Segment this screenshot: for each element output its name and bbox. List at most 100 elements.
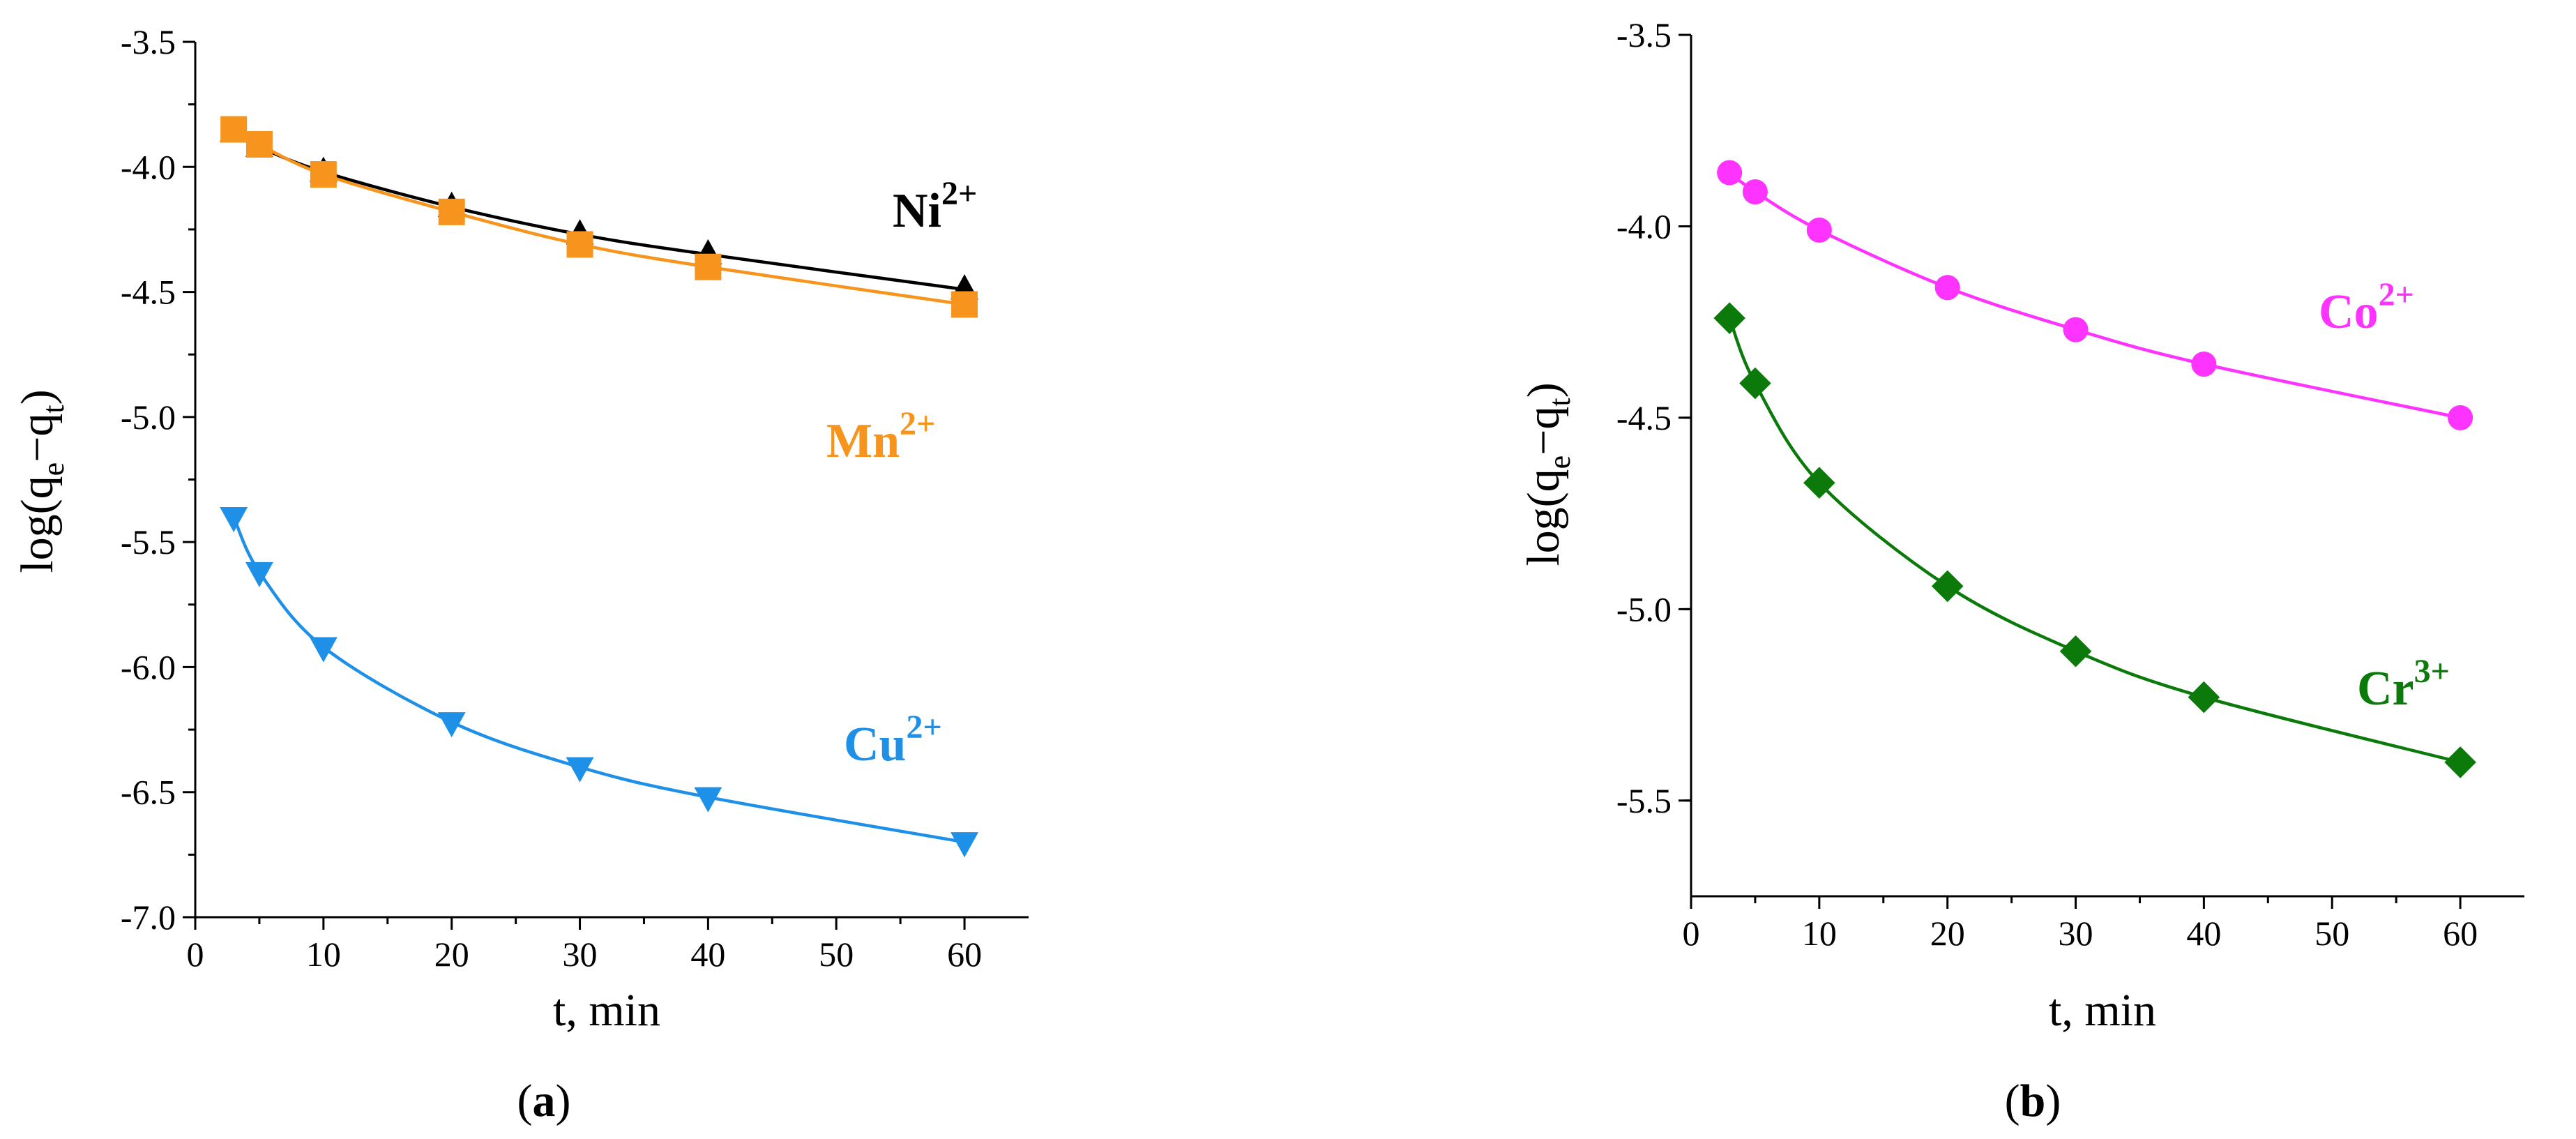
panel-a-x-tick-label: 10 (306, 935, 341, 974)
panel-b-letter: b (2020, 1076, 2046, 1126)
panel-b-y-title-part: −q (1518, 407, 1569, 455)
series-label-cu-text: Cu (844, 718, 906, 771)
panel-a-ticks: 0 10 20 30 40 50 60 -3.5 -4.0 -4.5 -5.0 -5.5 -6.0 -6.… (121, 22, 982, 974)
data-point-co (1717, 160, 1743, 186)
data-point-cu (309, 637, 338, 663)
panel-b-x-tick-label: 40 (2186, 914, 2221, 953)
data-point-mn (245, 131, 273, 158)
panel-a-y-axis-title: log(qe−qt) (12, 389, 70, 573)
panel-b-x-axis-title: t, min (2049, 985, 2156, 1036)
data-point-cu (950, 832, 979, 858)
series-label-co: Co2+ (2319, 276, 2414, 339)
panel-a-x-axis-title: t, min (553, 985, 660, 1036)
data-point-co (1742, 179, 1768, 205)
series-line-cr (1728, 317, 2461, 764)
panel-a-letter: a (533, 1076, 556, 1126)
data-point-cu (437, 712, 466, 738)
data-point-cu (566, 757, 594, 783)
series-line-cu (232, 516, 965, 844)
panel-a-y-tick-label: -6.0 (121, 647, 176, 686)
data-point-co (2448, 405, 2473, 430)
data-point-cr (2059, 635, 2092, 667)
series-label-cr-text: Cr (2357, 662, 2414, 716)
panel-b-x-tick-label: 0 (1683, 914, 1700, 953)
panel-a-x-tick-label: 0 (187, 935, 204, 974)
chart-panel-b: 0 10 20 30 40 50 60 -3.5 -4.0 -4.5 -5.0 -5.5 t, min… (1518, 15, 2524, 1126)
data-point-cu (694, 787, 722, 813)
data-point-cr (2444, 746, 2476, 778)
panel-b-x-tick-label: 10 (1802, 914, 1837, 953)
panel-b-x-tick-label: 60 (2443, 914, 2478, 953)
panel-a-label: (a) (517, 1076, 571, 1126)
series-label-mn: Mn2+ (826, 405, 935, 468)
series-line-mn (233, 128, 965, 306)
data-point-mn (951, 291, 978, 318)
panel-a-y-tick-label: -3.5 (121, 22, 176, 61)
panel-b-y-axis-title: log(qe−qt) (1518, 382, 1577, 566)
panel-a-x-tick-label: 40 (690, 935, 725, 974)
data-point-mn (310, 161, 337, 188)
panel-a-y-title-part: −q (12, 414, 63, 462)
series-label-cr-charge: 3+ (2414, 653, 2450, 690)
panel-b-y-tick-label: -5.0 (1616, 589, 1672, 628)
data-point-cr (2188, 681, 2220, 714)
panel-b-y-tick-label: -4.0 (1616, 206, 1672, 246)
panel-b-x-tick-label: 20 (1930, 914, 1965, 953)
panel-b-y-tick-label: -3.5 (1616, 15, 1672, 54)
series-label-ni-charge: 2+ (941, 175, 977, 212)
panel-a-y-title-sub: t (36, 405, 70, 413)
data-point-cu (220, 507, 248, 533)
panel-b-x-tick-label: 50 (2314, 914, 2349, 953)
panel-b-y-tick-label: -5.5 (1616, 781, 1672, 820)
panel-a-y-tick-label: -5.5 (121, 522, 176, 561)
panel-b-axes (1690, 35, 2524, 898)
panel-b-y-title-part: log(q (1518, 469, 1569, 566)
panel-a-y-title-part: ) (12, 389, 63, 405)
data-point-co (1806, 217, 1832, 243)
panel-a-y-title-sub: e (36, 462, 70, 476)
series-label-mn-charge: 2+ (900, 405, 935, 442)
data-point-mn (566, 231, 593, 258)
data-point-mn (438, 198, 465, 225)
panel-a-y-tick-label: -5.0 (121, 398, 176, 437)
series-label-mn-text: Mn (826, 414, 900, 468)
data-point-cr (1803, 467, 1835, 499)
panel-b-label: (b) (2005, 1076, 2061, 1126)
series-label-cr: Cr3+ (2357, 653, 2450, 716)
data-point-cr (1931, 570, 1964, 603)
series-label-co-text: Co (2319, 285, 2379, 339)
panel-b-series (1713, 160, 2476, 778)
series-label-co-charge: 2+ (2379, 276, 2414, 313)
panel-b-x-tick-label: 30 (2059, 914, 2093, 953)
panel-b-y-title-sub: e (1543, 455, 1577, 469)
panel-a-y-title-part: log(q (12, 476, 63, 573)
data-point-co (1934, 275, 1960, 301)
panel-a-y-tick-label: -6.5 (121, 773, 176, 812)
panel-a-y-tick-label: -7.0 (121, 898, 176, 937)
panel-a-x-tick-label: 20 (434, 935, 469, 974)
data-point-co (2063, 317, 2089, 342)
series-line-co (1728, 171, 2461, 420)
panel-b-y-tick-label: -4.5 (1616, 398, 1672, 437)
panel-a-y-tick-label: -4.0 (121, 147, 176, 186)
series-line-ni (233, 130, 965, 292)
panel-a-x-tick-label: 50 (819, 935, 854, 974)
series-label-ni: Ni2+ (893, 175, 977, 238)
panel-b-y-title-sub: t (1543, 398, 1577, 406)
panel-b-y-title-part: ) (1518, 382, 1569, 398)
data-point-cr (1713, 302, 1745, 334)
data-point-cr (1739, 367, 1771, 400)
data-point-cu (245, 561, 273, 588)
series-label-cu: Cu2+ (844, 709, 942, 771)
data-point-mn (220, 116, 248, 143)
panel-a-series (220, 116, 979, 858)
data-point-mn (695, 253, 722, 280)
chart-panel-a: 0 10 20 30 40 50 60 -3.5 -4.0 -4.5 -5.0 -5.5 -6.0 -6.… (12, 22, 1029, 1126)
series-label-cu-charge: 2+ (906, 709, 941, 746)
series-label-ni-text: Ni (893, 184, 941, 238)
data-point-co (2191, 351, 2217, 377)
panel-a-x-tick-label: 30 (563, 935, 598, 974)
panel-b-ticks: 0 10 20 30 40 50 60 -3.5 -4.0 -4.5 -5.0 -5.5 (1616, 15, 2478, 953)
panel-a-y-tick-label: -4.5 (121, 273, 176, 312)
